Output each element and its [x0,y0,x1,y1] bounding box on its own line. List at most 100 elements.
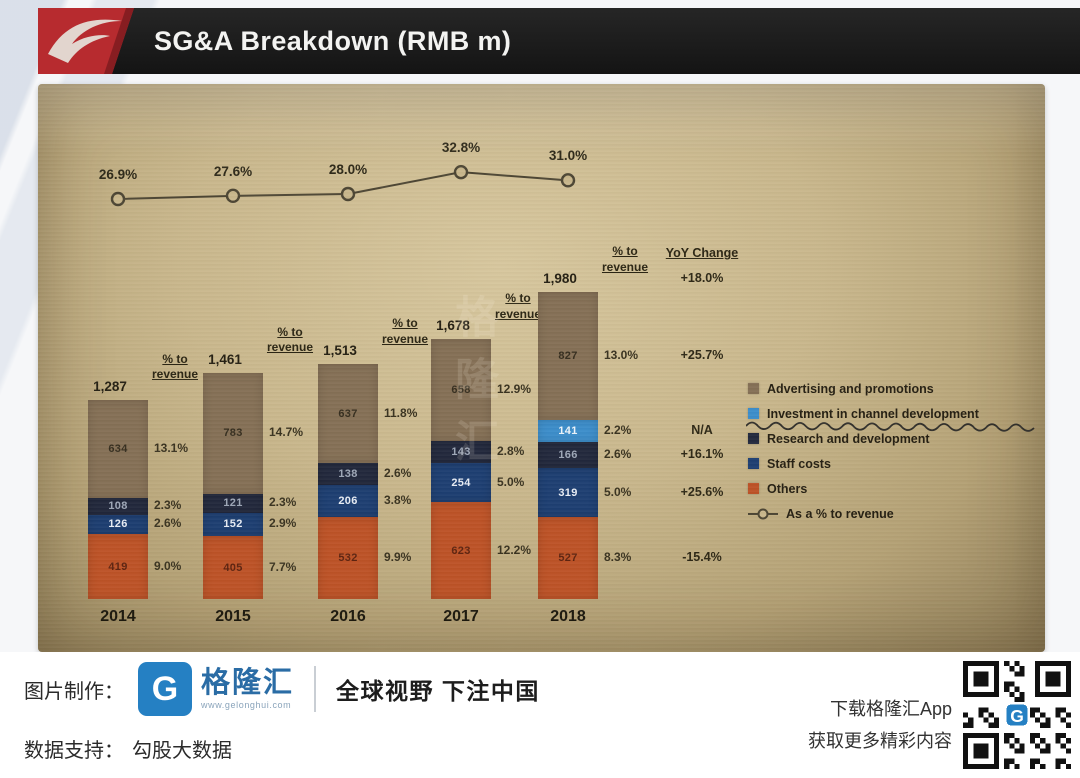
legend-swatch-icon [748,383,759,394]
line-marker-icon [560,173,576,188]
bar-segment-research-and-development: 166 [538,442,598,468]
promo-line1: 下载格隆汇App [829,699,952,719]
legend-line-marker-icon [748,508,778,519]
promo-line2: 获取更多精彩内容 [808,730,952,751]
footer-slogan: 全球视野 下注中国 [336,678,540,704]
bar-total-label: 1,461 [208,351,242,367]
pct-to-revenue-value: 12.9% [497,381,532,396]
line-marker-icon [453,164,469,180]
bar-total-label: 1,980 [543,271,577,287]
brand-text: 格隆汇 www.gelonghui.com [201,667,294,710]
bar-segment-staff-costs: 254 [431,463,491,503]
legend-label: Investment in channel development [767,406,979,421]
data-source: 勾股大数据 [132,740,232,762]
pct-to-revenue-value: 2.8% [497,443,525,458]
bar-segment-advertising-and-promotions: 634 [88,399,148,498]
yoy-value: N/A [691,423,713,438]
line-point-label: 26.9% [98,167,138,182]
pct-to-revenue-value: 7.7% [269,559,297,574]
bar-segment-staff-costs: 206 [318,484,378,517]
pct-to-revenue-value: 11.8% [384,405,418,420]
pct-revenue-line-chart [110,164,576,207]
yoy-total-value: +18.0% [680,271,724,286]
legend-label: As a % to revenue [786,506,894,521]
legend-label: Others [767,481,808,496]
legend-swatch-icon [748,408,759,419]
footer-credit-row: 图片制作： G 格隆汇 www.gelonghui.com 全球视野 下注中国 [24,662,540,716]
bar-segment-research-and-development: 108 [88,497,148,515]
legend-label: Advertising and promotions [767,381,934,396]
chart-layer: 1,287 2014% to revenue 634 13.1% 108 2.3% 126 2.… [38,84,1045,652]
legend-item-staff-costs: Staff costs [748,451,1045,476]
footer: 图片制作： G 格隆汇 www.gelonghui.com 全球视野 下注中国 … [0,652,1080,778]
yoy-value: +25.6% [680,484,724,499]
yoy-change-header: YoY Change [665,246,739,261]
gelonghui-logo: G 格隆汇 www.gelonghui.com [138,662,294,716]
pct-to-revenue-value: 3.8% [384,492,412,507]
pct-to-revenue-value: 13.1% [154,440,189,455]
g-letter: G [151,669,179,708]
pct-to-revenue-value: 9.0% [154,558,182,573]
slide-header: SG&A Breakdown (RMB m) [38,8,1080,74]
bar-segment-advertising-and-promotions: 637 [318,364,378,464]
data-credit-row: 数据支持： 勾股大数据 [24,734,232,763]
bar-segment-advertising-and-promotions: 658 [431,338,491,441]
pct-to-revenue-value: 2.6% [604,447,632,461]
bar-segment-staff-costs: 319 [538,467,598,518]
credit-label: 图片制作： [24,680,124,703]
year-label: 2016 [330,608,366,625]
pct-to-revenue-header: % to revenue [494,290,542,321]
gt-logo-red [38,8,134,74]
line-point-label: 32.8% [441,140,481,156]
slide-title: SG&A Breakdown (RMB m) [154,25,512,56]
chart-slide: 1,287 2014% to revenue 634 13.1% 108 2.3% 126 2.… [38,84,1045,652]
bar-total-label: 1,513 [323,343,357,359]
pct-to-revenue-value: 2.6% [384,465,412,480]
bar-segment-others: 532 [318,516,378,599]
pct-to-revenue-header: % to revenue [381,316,429,347]
pct-to-revenue-value: 9.9% [384,549,412,564]
pct-to-revenue-value: 5.0% [604,484,632,499]
bar-total-label: 1,678 [436,317,470,333]
bar-segment-research-and-development: 121 [203,493,263,513]
pct-to-revenue-value: 12.2% [497,542,532,557]
bar-segment-others: 419 [88,534,148,599]
yoy-value: +25.7% [680,348,724,363]
qr-logo-g: G [1010,706,1024,726]
legend-item-investment-in-channel-development: Investment in channel development [748,401,1045,426]
legend-label: Staff costs [767,456,831,471]
pct-to-revenue-value: 2.2% [604,423,632,438]
legend-swatch-icon [748,433,759,444]
year-label: 2014 [100,608,136,625]
pct-to-revenue-value: 2.3% [154,498,182,513]
pct-to-revenue-value: 14.7% [269,425,304,440]
pct-to-revenue-value: 13.0% [604,348,639,363]
yoy-value: +16.1% [680,447,724,461]
bar-segment-others: 527 [538,517,598,599]
pct-to-revenue-value: 5.0% [497,474,525,489]
year-label: 2018 [550,608,586,625]
legend-item-research-and-development: Research and development [748,426,1045,451]
bar-segment-staff-costs: 152 [203,512,263,537]
gelonghui-g-icon: G [138,662,192,716]
bar-segment-research-and-development: 138 [318,463,378,485]
legend-item-others: Others [748,476,1045,501]
qr-code: G [963,661,1071,769]
line-point-label: 27.6% [213,163,253,179]
line-marker-icon [110,191,126,207]
legend-swatch-icon [748,458,759,469]
handdrawn-underline [745,421,1035,432]
data-support-label: 数据支持： [24,740,124,762]
line-marker-icon [340,186,356,202]
legend: Advertising and promotions Investment in … [748,376,1045,526]
pct-to-revenue-value: 2.9% [269,516,297,531]
bar-segment-others: 623 [431,502,491,599]
legend-swatch-icon [748,483,759,494]
legend-item-as-pct-to-revenue: As a % to revenue [748,501,1045,526]
bar-total-label: 1,287 [93,378,127,394]
pct-to-revenue-value: 2.6% [154,516,182,531]
year-label: 2017 [443,608,479,625]
bar-segment-investment-in-channel-development: 141 [538,420,598,443]
bar-segment-advertising-and-promotions: 827 [538,292,598,421]
line-point-label: 31.0% [548,148,588,164]
